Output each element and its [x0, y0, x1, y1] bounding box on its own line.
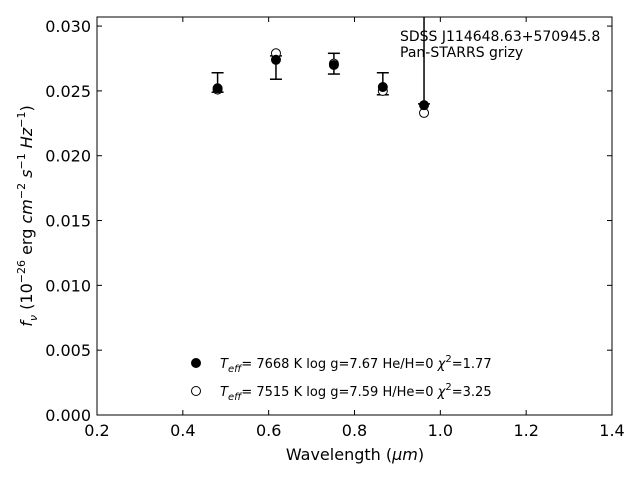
x-tick-label: 0.2 [84, 421, 109, 440]
x-tick-label: 1.0 [428, 421, 453, 440]
x-tick-label: 0.4 [170, 421, 195, 440]
model-point-filled [328, 59, 339, 70]
legend-entry-1: Teff= 7668 K log g=7.67 He/H=0 χ2=1.77 [220, 354, 492, 375]
legend-marker-open [191, 386, 201, 396]
model-point-filled [377, 82, 388, 93]
x-axis-label: Wavelength (μm) [286, 445, 424, 464]
plot-frame [96, 16, 613, 416]
x-tick-label: 0.6 [256, 421, 281, 440]
model-point-filled [212, 83, 223, 94]
y-tick-label: 0.030 [45, 17, 91, 36]
y-tick-label: 0.000 [45, 406, 91, 425]
x-tick-label: 1.4 [599, 421, 624, 440]
y-ticks: 0.000 0.005 0.010 0.015 0.020 0.025 0.030 [45, 17, 612, 425]
legend-marker-filled [191, 358, 201, 368]
y-axis-label: fν (10−26 erg cm−2 s−1 Hz−1) [15, 105, 40, 326]
y-tick-label: 0.025 [45, 82, 91, 101]
model-point-filled [270, 54, 281, 65]
legend: Teff= 7668 K log g=7.67 He/H=0 χ2=1.77 T… [191, 354, 492, 403]
y-tick-label: 0.005 [45, 341, 91, 360]
data-marks [211, 17, 431, 118]
y-tick-label: 0.015 [45, 212, 91, 231]
annotation-object-name: SDSS J114648.63+570945.8 [400, 29, 600, 45]
model-point-filled [419, 100, 430, 111]
x-tick-label: 0.8 [342, 421, 367, 440]
annotation-survey: Pan-STARRS grizy [400, 45, 523, 61]
y-tick-label: 0.010 [45, 276, 91, 295]
x-ticks: 0.2 0.4 0.6 0.8 1.0 1.2 1.4 [84, 17, 625, 440]
y-tick-label: 0.020 [45, 147, 91, 166]
legend-entry-2: Teff= 7515 K log g=7.59 H/He=0 χ2=3.25 [220, 382, 492, 403]
x-tick-label: 1.2 [513, 421, 538, 440]
